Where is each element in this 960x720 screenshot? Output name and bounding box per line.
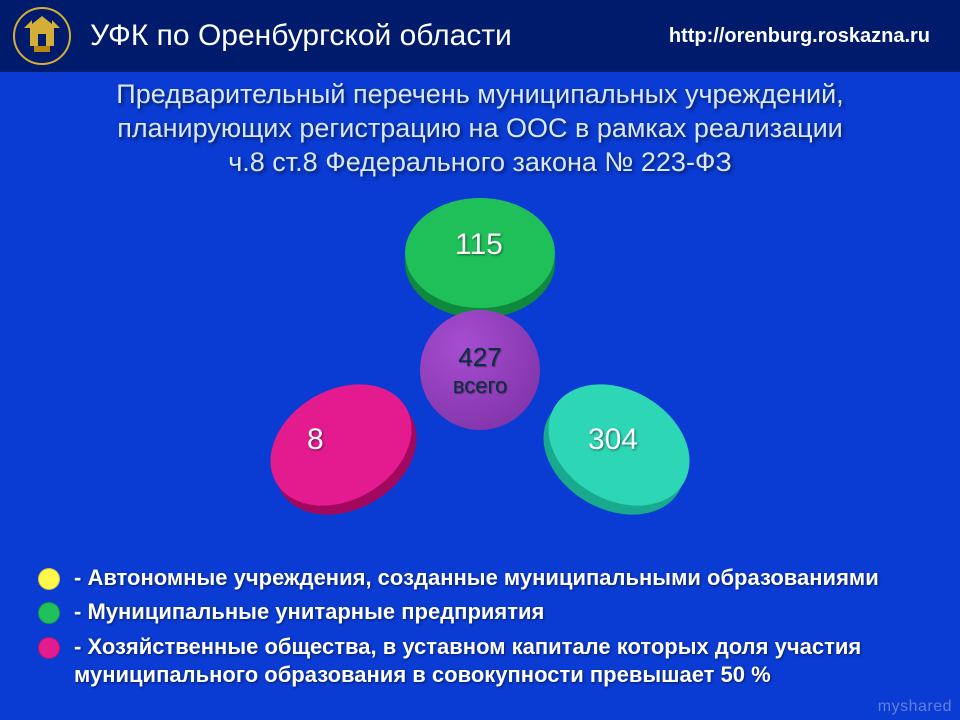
header-url: http://orenburg.roskazna.ru [669,25,930,48]
petal-left-label: 8 [307,423,324,457]
legend-bullet-2 [38,602,60,624]
legend: - Автономные учреждения, созданные муниц… [38,564,928,696]
emblem-icon [12,6,72,66]
legend-bullet-1 [38,568,60,590]
main-title: Предварительный перечень муниципальных у… [0,72,960,179]
legend-row: - Муниципальные унитарные предприятия [38,598,928,627]
title-line-2: планирующих регистрацию на ООС в рамках … [117,113,843,143]
title-line-3: ч.8 ст.8 Федерального закона № 223-ФЗ [228,147,732,177]
petal-right-label: 304 [588,423,638,457]
center-value: 427 [458,342,501,373]
legend-row: - Хозяйственные общества, в уставном кап… [38,633,928,690]
center-circle: 427 всего [420,310,540,430]
watermark: myshared [870,694,960,720]
legend-row: - Автономные учреждения, созданные муниц… [38,564,928,593]
legend-text-3: - Хозяйственные общества, в уставном кап… [74,633,928,690]
title-line-1: Предварительный перечень муниципальных у… [116,79,843,109]
org-title: УФК по Оренбургской области [90,19,512,53]
petal-top-label: 115 [455,228,503,262]
legend-text-2: - Муниципальные унитарные предприятия [74,598,544,627]
legend-bullet-3 [38,637,60,659]
header-bar: УФК по Оренбургской области http://orenb… [0,0,960,72]
radial-diagram: 427 всего 115 304 8 [0,190,960,530]
center-label: всего [453,373,507,399]
slide: УФК по Оренбургской области http://orenb… [0,0,960,720]
legend-text-1: - Автономные учреждения, созданные муниц… [74,564,879,593]
